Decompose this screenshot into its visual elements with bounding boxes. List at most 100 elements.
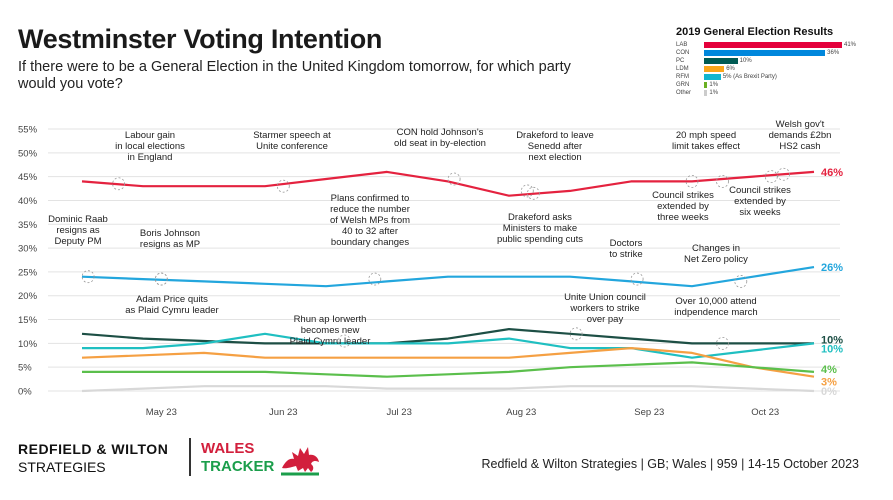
inset-bar: [704, 74, 721, 80]
annotation-marker: [777, 167, 790, 181]
inset-bar: [704, 58, 738, 64]
annotation-text: extended by: [657, 201, 709, 212]
series-line-con: [81, 266, 815, 288]
y-tick-label: 45%: [18, 172, 38, 183]
series-end-label: 10%: [821, 334, 843, 346]
annotation-text: old seat in by-election: [394, 138, 486, 149]
y-tick-label: 35%: [18, 220, 38, 231]
inset-row-con: CON 36%: [676, 49, 876, 57]
series-end-label: 4%: [821, 364, 837, 376]
x-tick-label: May 23: [146, 407, 177, 418]
annotation-text: Drakeford to leave: [516, 130, 594, 141]
annotation-text: CON hold Johnson's: [397, 127, 484, 138]
annotation-marker: [685, 174, 699, 188]
annotation-marker: [112, 177, 125, 191]
inset-bar: [704, 90, 708, 96]
series-end-label: 10%: [821, 343, 843, 355]
annotation-text: workers to strike: [569, 303, 639, 314]
brand-line-1: REDFIELD & WILTON: [18, 441, 169, 457]
annotation-text: demands £2bn: [769, 130, 832, 141]
tracker-line-2: TRACKER: [201, 458, 275, 475]
inset-party-label: LDM: [676, 66, 689, 72]
x-tick-label: Oct 23: [751, 407, 779, 418]
inset-row-ldm: LDM 6%: [676, 65, 876, 73]
annotation-marker: [527, 186, 540, 200]
annotation-text: Drakeford asks: [508, 212, 572, 223]
annotation-text: in local elections: [115, 141, 185, 152]
series-line-grn: [82, 361, 815, 378]
annotation-text: Council strikes: [652, 190, 714, 201]
annotation-text: six weeks: [739, 207, 780, 218]
inset-row-pc: PC 10%: [676, 57, 876, 65]
annotation-text: extended by: [734, 196, 786, 207]
inset-bar: [704, 66, 725, 72]
annotation-text: HS2 cash: [779, 141, 820, 152]
annotation-text: resigns as MP: [140, 239, 200, 250]
inset-row-other: Other 1%: [676, 89, 876, 97]
annotation-marker: [716, 174, 729, 188]
annotation-text: Rhun ap Iorwerth: [294, 314, 367, 325]
y-tick-label: 50%: [18, 148, 38, 159]
annotation-text: indpendence march: [674, 307, 757, 318]
y-tick-label: 20%: [18, 291, 38, 302]
inset-bar: [704, 50, 826, 56]
annotation-text: Net Zero policy: [684, 254, 748, 265]
y-tick-label: 5%: [18, 363, 32, 374]
annotation-text: next election: [528, 152, 581, 163]
annotation-text: to strike: [609, 249, 642, 260]
series-line-ldm: [81, 347, 815, 378]
annotation-text: 40 to 32 after: [342, 226, 398, 237]
inset-bars: LAB 41% CON 36% PC 10% LDM 6% RFM 5% (As Brexit P…: [676, 41, 876, 97]
annotation-text: Senedd after: [528, 141, 582, 152]
tracker-line-1: WALES: [201, 440, 255, 457]
inset-value-label: 6%: [726, 66, 735, 72]
annotation-text: in England: [128, 152, 173, 163]
annotation-text: Council strikes: [729, 185, 791, 196]
series-line-other: [81, 385, 815, 393]
annotation-text: Plaid Cymru leader: [290, 336, 371, 347]
annotation-text: Changes in: [692, 243, 740, 254]
y-tick-label: 25%: [18, 267, 38, 278]
annotation-marker: [81, 270, 95, 284]
inset-party-label: GRN: [676, 82, 690, 88]
annotation-marker: [734, 275, 748, 288]
annotation-text: of Welsh MPs from: [330, 215, 410, 226]
chart-subtitle: If there were to be a General Election i…: [18, 59, 571, 92]
x-tick-label: Aug 23: [506, 407, 536, 418]
annotation-marker: [630, 272, 644, 286]
annotation-text: Dominic Raab: [48, 214, 108, 225]
annotation-marker: [569, 327, 583, 341]
annotation-marker: [764, 170, 778, 184]
y-tick-label: 55%: [18, 125, 38, 136]
annotation-text: public spending cuts: [497, 234, 583, 245]
annotation-text: Labour gain: [125, 130, 175, 141]
x-tick-label: Jun 23: [269, 407, 298, 418]
annotation-text: over pay: [587, 314, 624, 325]
annotation-marker: [276, 179, 290, 193]
series-line-rfm: [82, 332, 815, 359]
annotation-text: Boris Johnson: [140, 228, 200, 239]
election-results-inset: 2019 General Election Results LAB 41% CON 3…: [676, 26, 876, 97]
line-chart: 0% 5% 10% 15% 20% 25% 30% 35% 40% 45% 50% 55% May 23…: [18, 119, 843, 418]
inset-row-rfm: RFM 5% (As Brexit Party): [676, 73, 876, 81]
annotation-text: Deputy PM: [55, 236, 102, 247]
redfield-wilton-logo: REDFIELD & WILTON STRATEGIES: [18, 440, 168, 476]
annotation-marker: [368, 272, 382, 286]
series-end-label: 0%: [821, 386, 837, 398]
y-tick-label: 10%: [18, 339, 38, 350]
annotation-text: as Plaid Cymru leader: [125, 305, 218, 316]
inset-value-label: 1%: [709, 90, 719, 96]
chart-title: Westminster Voting Intention: [18, 24, 383, 54]
inset-bar: [704, 42, 842, 48]
footer-divider: [189, 438, 191, 476]
series-end-label: 26%: [821, 262, 843, 274]
annotation-text: Adam Price quits: [136, 294, 208, 305]
x-tick-label: Jul 23: [387, 407, 412, 418]
annotation-text: Unite Union council: [564, 292, 646, 303]
y-tick-label: 15%: [18, 315, 38, 326]
annotation-marker: [520, 184, 534, 198]
y-tick-label: 0%: [18, 387, 32, 398]
annotation-text: Starmer speech at: [253, 130, 331, 141]
annotation-marker: [337, 334, 351, 348]
y-tick-label: 30%: [18, 244, 38, 255]
